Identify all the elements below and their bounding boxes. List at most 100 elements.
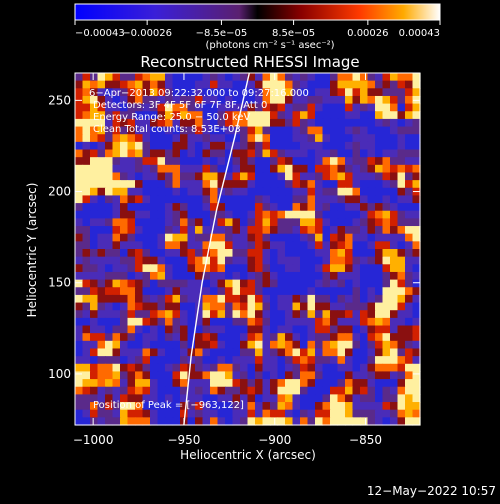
heatmap-cell bbox=[97, 333, 106, 342]
heatmap-cell bbox=[120, 111, 129, 120]
heatmap-cell bbox=[82, 172, 91, 181]
heatmap-cell bbox=[247, 249, 256, 258]
heatmap-cell bbox=[277, 111, 286, 120]
heatmap-cell bbox=[300, 241, 309, 250]
heatmap-cell bbox=[217, 126, 226, 135]
heatmap-cell bbox=[397, 409, 406, 418]
heatmap-cell bbox=[330, 279, 339, 288]
heatmap-cell bbox=[150, 333, 159, 342]
heatmap-cell bbox=[120, 371, 129, 380]
heatmap-cell bbox=[202, 226, 211, 235]
heatmap-cell bbox=[217, 371, 226, 380]
heatmap-cell bbox=[382, 371, 391, 380]
heatmap-cell bbox=[322, 325, 331, 334]
heatmap-cell bbox=[397, 73, 406, 82]
heatmap-cell bbox=[232, 356, 241, 365]
heatmap-cell bbox=[150, 317, 159, 327]
heatmap-cell bbox=[225, 294, 234, 304]
heatmap-cell bbox=[270, 103, 279, 112]
heatmap-cell bbox=[240, 363, 249, 373]
heatmap-cell bbox=[210, 287, 219, 296]
heatmap-cell bbox=[322, 95, 331, 105]
heatmap-cell bbox=[105, 141, 114, 151]
heatmap-cell bbox=[105, 210, 114, 219]
heatmap-cell bbox=[195, 394, 204, 403]
heatmap-cell bbox=[202, 218, 211, 227]
heatmap-cell bbox=[412, 180, 421, 189]
heatmap-cell bbox=[337, 371, 346, 380]
heatmap-cell bbox=[112, 180, 121, 189]
heatmap-cell bbox=[210, 363, 219, 373]
heatmap-cell bbox=[352, 363, 361, 373]
heatmap-cell bbox=[300, 417, 309, 426]
heatmap-cell bbox=[75, 111, 84, 120]
heatmap-cell bbox=[292, 317, 301, 327]
heatmap-cell bbox=[397, 363, 406, 373]
heatmap-cell bbox=[315, 134, 324, 143]
heatmap-cell bbox=[202, 294, 211, 304]
heatmap-cell bbox=[367, 233, 376, 242]
heatmap-cell bbox=[120, 164, 129, 174]
heatmap-cell bbox=[322, 371, 331, 380]
heatmap-cell bbox=[330, 210, 339, 219]
heatmap-cell bbox=[150, 417, 159, 426]
heatmap-cell bbox=[367, 172, 376, 181]
heatmap-cell bbox=[367, 409, 376, 418]
heatmap-cell bbox=[292, 371, 301, 380]
heatmap-cell bbox=[232, 233, 241, 242]
heatmap-cell bbox=[127, 325, 136, 334]
heatmap-cell bbox=[315, 157, 324, 166]
heatmap-cell bbox=[180, 126, 189, 135]
heatmap-cell bbox=[247, 363, 256, 373]
heatmap-cell bbox=[390, 218, 399, 227]
heatmap-cell bbox=[397, 80, 406, 89]
heatmap-cell bbox=[172, 317, 181, 327]
heatmap-cell bbox=[142, 264, 151, 273]
heatmap-cell bbox=[270, 195, 279, 204]
heatmap-cell bbox=[330, 379, 339, 388]
heatmap-cell bbox=[367, 256, 376, 265]
heatmap-cell bbox=[157, 294, 166, 304]
heatmap-cell bbox=[180, 241, 189, 250]
heatmap-cell bbox=[360, 317, 369, 327]
heatmap-cell bbox=[285, 402, 294, 411]
heatmap-cell bbox=[120, 157, 129, 166]
heatmap-cell bbox=[360, 195, 369, 204]
heatmap-cell bbox=[345, 149, 354, 158]
heatmap-cell bbox=[307, 317, 316, 327]
heatmap-cell bbox=[337, 118, 346, 128]
heatmap-cell bbox=[315, 363, 324, 373]
heatmap-cell bbox=[247, 287, 256, 296]
heatmap-cell bbox=[345, 409, 354, 418]
heatmap-cell bbox=[120, 394, 129, 403]
heatmap-cell bbox=[330, 218, 339, 227]
heatmap-cell bbox=[120, 233, 129, 242]
heatmap-cell bbox=[90, 187, 99, 197]
heatmap-cell bbox=[165, 180, 174, 189]
heatmap-cell bbox=[337, 333, 346, 342]
heatmap-cell bbox=[337, 271, 346, 281]
heatmap-cell bbox=[285, 172, 294, 181]
heatmap-cell bbox=[285, 279, 294, 288]
heatmap-cell bbox=[157, 363, 166, 373]
heatmap-cell bbox=[150, 379, 159, 388]
heatmap-cell bbox=[90, 386, 99, 395]
heatmap-cell bbox=[247, 371, 256, 380]
heatmap-cell bbox=[345, 73, 354, 82]
heatmap-cell bbox=[285, 348, 294, 357]
heatmap-cell bbox=[300, 126, 309, 135]
heatmap-cell bbox=[157, 172, 166, 181]
heatmap-cell bbox=[150, 164, 159, 174]
heatmap-cell bbox=[405, 302, 414, 311]
heatmap-cell bbox=[82, 226, 91, 235]
heatmap-cell bbox=[300, 218, 309, 227]
heatmap-cell bbox=[90, 218, 99, 227]
heatmap-cell bbox=[240, 279, 249, 288]
heatmap-cell bbox=[315, 325, 324, 334]
heatmap-cell bbox=[187, 402, 196, 411]
heatmap-cell bbox=[112, 340, 121, 350]
heatmap-cell bbox=[277, 409, 286, 418]
heatmap-cell bbox=[240, 187, 249, 197]
heatmap-cell bbox=[360, 134, 369, 143]
heatmap-cell bbox=[330, 302, 339, 311]
